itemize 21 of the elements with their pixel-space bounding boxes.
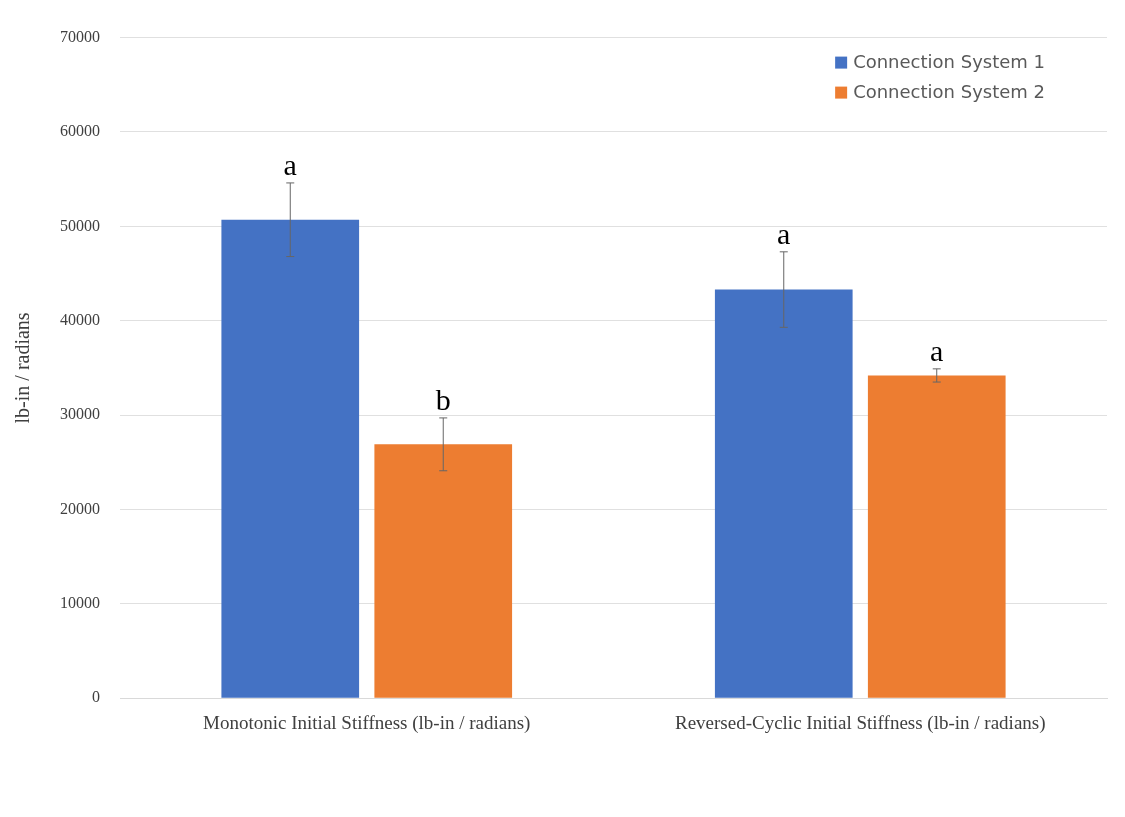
annotation: a — [777, 216, 791, 250]
annotation: a — [930, 333, 944, 367]
y-tick-label: 70000 — [60, 27, 100, 45]
bar — [221, 219, 360, 698]
legend-label: Connection System 1 — [853, 51, 1046, 73]
y-tick-label: 0 — [92, 688, 100, 706]
x-tick-label: Reversed-Cyclic Initial Stiffness (lb-in / radians) — [674, 711, 1046, 734]
y-tick-label: 30000 — [60, 405, 100, 423]
annotation: b — [435, 382, 451, 416]
y-tick-label: 50000 — [60, 216, 100, 234]
legend-label: Connection System 2 — [853, 81, 1046, 103]
y-tick-label: 40000 — [60, 310, 100, 328]
y-axis-title: lb-in / radians — [11, 312, 34, 424]
y-tick-label: 20000 — [60, 499, 100, 517]
bar — [867, 375, 1006, 698]
y-tick-label: 60000 — [60, 122, 100, 140]
x-tick-label: Monotonic Initial Stiffness (lb-in / radians) — [203, 711, 531, 734]
bar — [714, 289, 853, 698]
y-tick-label: 10000 — [60, 594, 100, 612]
annotation: a — [283, 147, 297, 181]
bar — [374, 444, 513, 698]
